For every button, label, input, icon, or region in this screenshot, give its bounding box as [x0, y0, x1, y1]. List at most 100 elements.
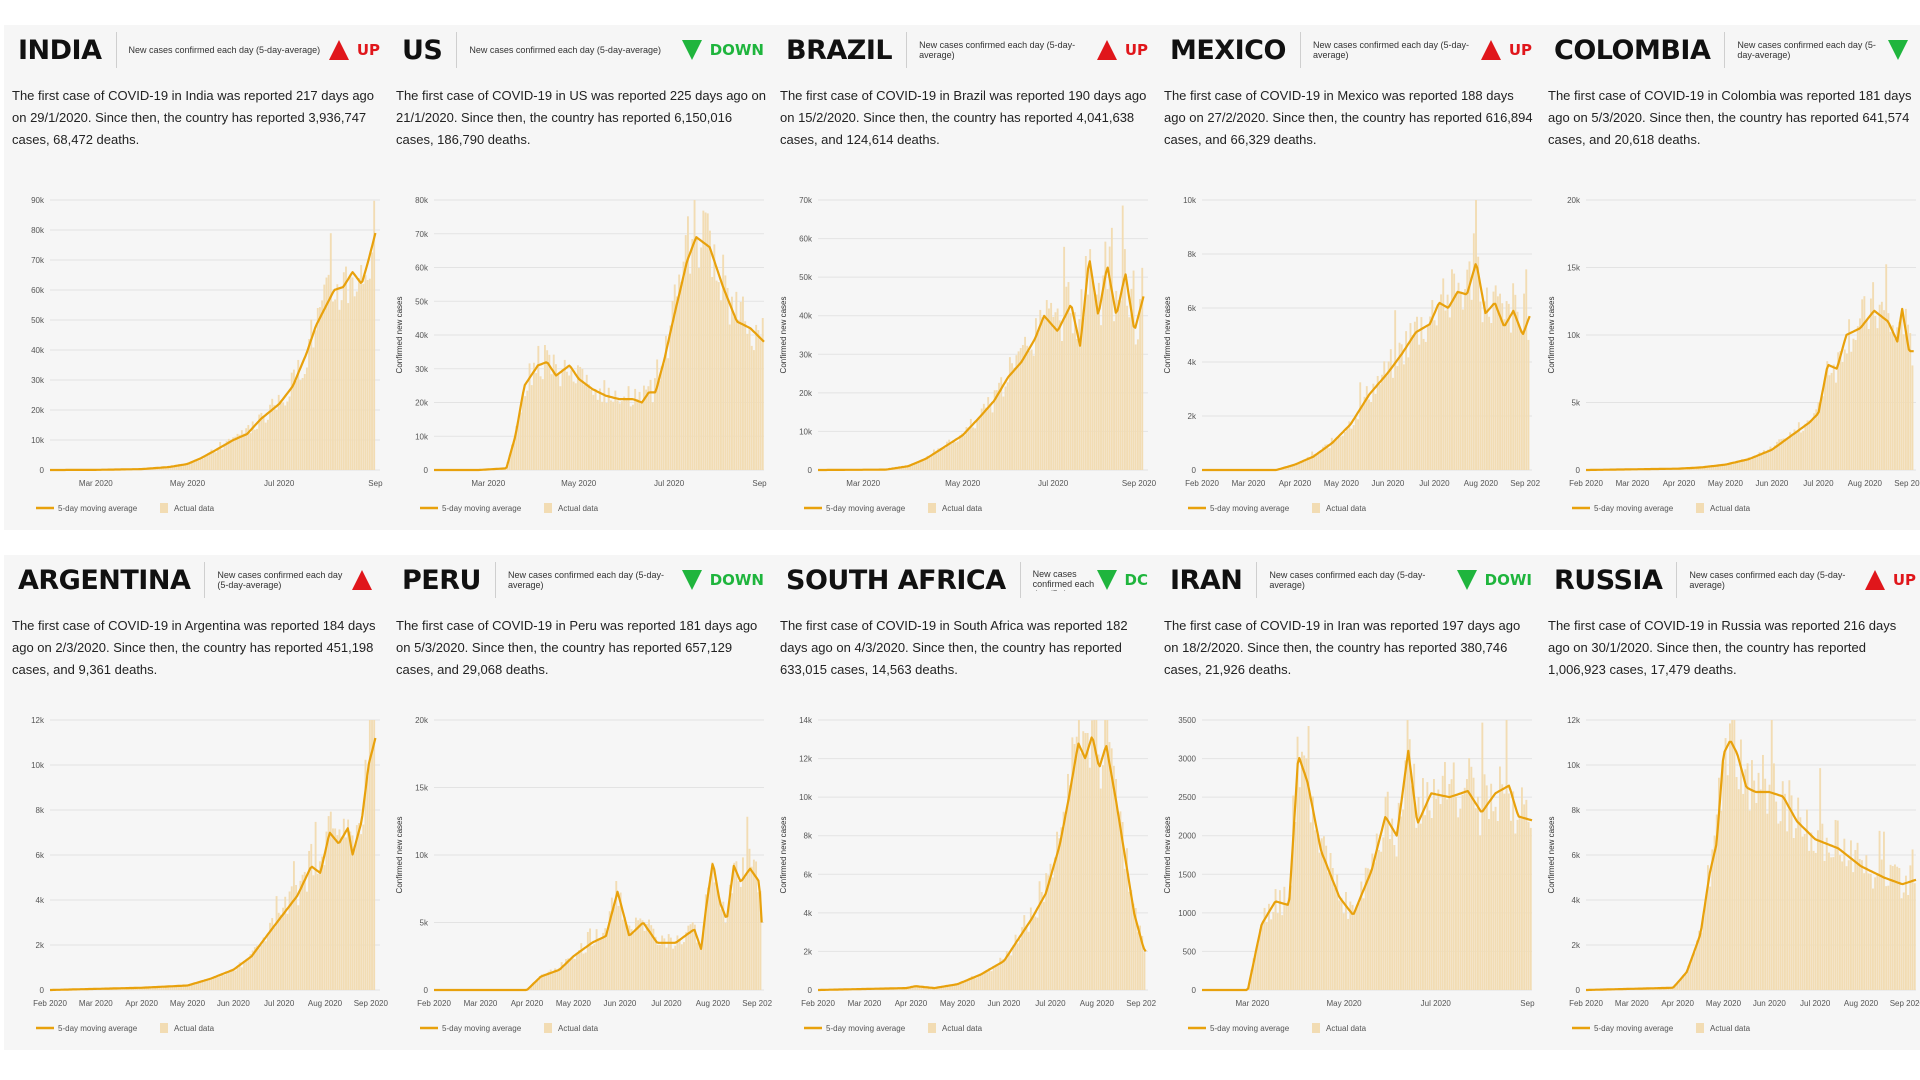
actual-data-bar [1034, 318, 1037, 470]
actual-data-bar [177, 986, 180, 990]
actual-data-bar [746, 333, 749, 470]
actual-data-bar [1428, 810, 1431, 990]
actual-data-bar [625, 398, 628, 470]
actual-data-bar [1726, 775, 1729, 990]
actual-data-bar [1693, 952, 1696, 990]
cases-chart: 0 5k 10k 15k 20k Confirmed new cases Feb 2020 M… [388, 700, 777, 1050]
actual-data-bar [612, 401, 615, 470]
actual-data-bar [1003, 959, 1006, 990]
actual-data-bar [208, 979, 211, 990]
x-tick-label: Jul 2020 [1419, 479, 1450, 488]
actual-data-bar [600, 938, 602, 990]
actual-data-bar [223, 974, 226, 990]
actual-data-bar [592, 394, 595, 470]
actual-data-bar [212, 978, 215, 990]
actual-data-bar [371, 720, 373, 990]
actual-data-bar [1343, 431, 1346, 470]
y-tick-label: 0 [808, 986, 813, 995]
actual-data-bar [709, 876, 712, 990]
actual-data-bar [310, 319, 313, 470]
actual-data-bar [1865, 320, 1868, 470]
y-tick-label: 0 [424, 466, 429, 475]
actual-data-bar [1327, 872, 1330, 990]
actual-data-bar [1737, 789, 1740, 990]
actual-data-bar [1285, 902, 1288, 990]
actual-data-bar [607, 387, 610, 470]
actual-data-bar [232, 437, 235, 470]
cases-chart: 0 2k 4k 6k 8k 10k 12k Feb 2020 Mar 2020 Apr 2020 M… [4, 700, 389, 1050]
actual-data-bar [990, 971, 993, 990]
x-tick-label: Mar 2020 [471, 479, 505, 488]
actual-data-bar [1810, 832, 1813, 990]
actual-data-bar [662, 364, 665, 470]
actual-data-bar [737, 881, 740, 990]
actual-data-bar [1746, 763, 1749, 990]
actual-data-bar [303, 374, 306, 470]
actual-data-bar [966, 979, 969, 990]
actual-data-bar [1708, 466, 1711, 470]
actual-data-bar [640, 401, 643, 470]
country-panel-russia: RUSSIA New cases confirmed each day (5-d… [1540, 555, 1920, 1055]
actual-data-bar [1777, 823, 1780, 990]
actual-data-bar [1523, 293, 1526, 470]
actual-data-bar [563, 359, 566, 470]
legend-line-label: 5-day moving average [1594, 504, 1674, 513]
actual-data-bar [1839, 855, 1841, 990]
actual-data-bar [279, 914, 282, 990]
y-tick-label: 1000 [1178, 909, 1196, 918]
actual-data-bar [1505, 301, 1508, 470]
actual-data-bar [919, 460, 922, 470]
actual-data-bar [1027, 931, 1030, 990]
actual-data-bar [1018, 939, 1021, 990]
actual-data-bar [1461, 794, 1464, 990]
actual-data-bar [201, 458, 204, 470]
actual-data-bar [916, 986, 919, 990]
actual-data-bar [325, 831, 328, 990]
actual-data-bar [266, 934, 269, 990]
actual-data-bar [1052, 316, 1055, 470]
actual-data-bar [974, 428, 977, 470]
y-tick-label: 10k [1567, 331, 1581, 340]
actual-data-bar [1477, 796, 1479, 990]
actual-data-bar [1385, 375, 1388, 470]
actual-data-bar [1678, 980, 1681, 990]
actual-data-bar [1406, 720, 1409, 990]
actual-data-bar [1702, 914, 1705, 990]
actual-data-bar [1904, 308, 1907, 470]
actual-data-bar [1287, 466, 1290, 470]
actual-data-bar [1832, 364, 1835, 470]
actual-data-bar [1056, 308, 1059, 470]
actual-data-bar [290, 886, 293, 990]
actual-data-bar [1470, 299, 1473, 470]
actual-data-bar [952, 441, 955, 470]
actual-data-bar [1075, 736, 1078, 990]
actual-data-bar [342, 818, 345, 990]
actual-data-bar [1503, 793, 1506, 990]
y-tick-label: 5k [420, 919, 429, 928]
actual-data-bar [577, 365, 579, 470]
actual-data-bar [1529, 827, 1532, 990]
actual-data-bar [977, 976, 980, 990]
actual-data-bar [332, 301, 334, 470]
actual-data-bar [347, 819, 350, 990]
actual-data-bar [909, 465, 912, 470]
actual-data-bar [1000, 377, 1003, 470]
actual-data-bar [1479, 835, 1482, 990]
y-tick-label: 10k [799, 427, 813, 436]
actual-data-bar [693, 924, 696, 990]
actual-data-bar [188, 985, 191, 990]
actual-data-bar [329, 233, 332, 470]
actual-data-bar [1372, 383, 1375, 470]
x-tick-label: Jun 2020 [987, 999, 1020, 1008]
actual-data-bar [275, 896, 278, 990]
actual-data-bar [1724, 738, 1727, 990]
actual-data-bar [1752, 457, 1754, 470]
actual-data-bar [1725, 464, 1728, 470]
x-tick-label: Sep [368, 479, 383, 488]
y-tick-label: 40k [415, 331, 429, 340]
actual-data-bar [1404, 760, 1407, 990]
actual-data-bar [1290, 885, 1292, 990]
actual-data-bar [1703, 466, 1706, 470]
actual-data-bar [1427, 325, 1429, 470]
y-axis-label: Confirmed new cases [395, 297, 404, 374]
